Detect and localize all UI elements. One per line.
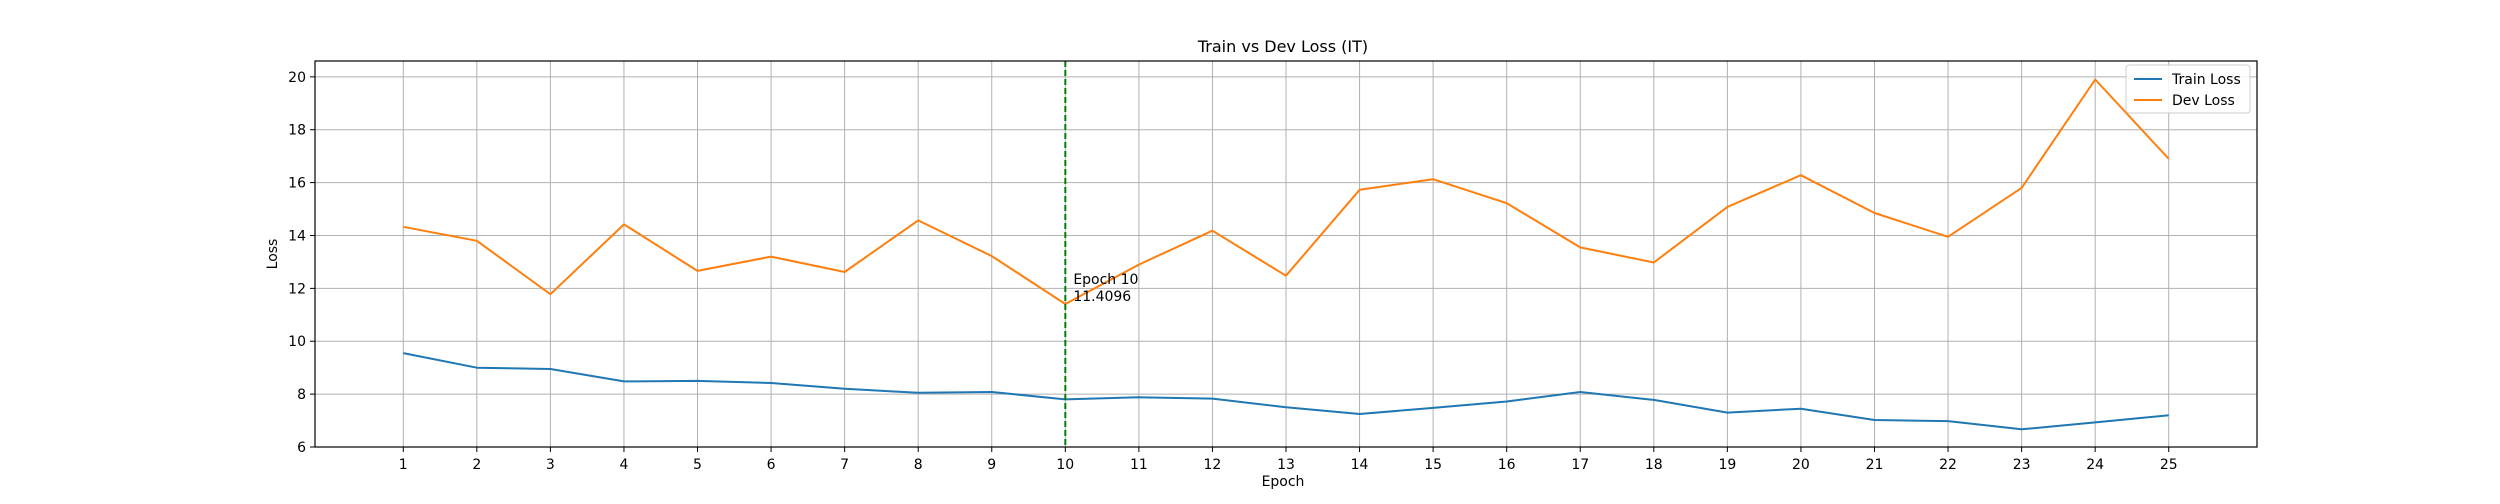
series-lines <box>403 78 2170 431</box>
x-tick-label: 21 <box>1866 457 1884 473</box>
series-line-dev-loss <box>403 78 2170 305</box>
legend-label-dev: Dev Loss <box>2172 93 2235 109</box>
axes <box>310 60 2258 452</box>
y-tick-label: 16 <box>288 176 306 192</box>
annotation-value-label: 11.4096 <box>1073 289 1131 305</box>
x-tick-label: 11 <box>1130 457 1148 473</box>
x-tick-label: 18 <box>1645 457 1663 473</box>
y-tick-label: 14 <box>288 228 306 244</box>
x-tick-label: 8 <box>914 457 923 473</box>
legend-label-train: Train Loss <box>2171 72 2241 88</box>
legend: Train Loss Dev Loss <box>2125 64 2251 114</box>
x-tick-label: 5 <box>693 457 702 473</box>
x-tick-label: 25 <box>2160 457 2178 473</box>
x-tick-label: 17 <box>1571 457 1589 473</box>
plot-frame <box>314 60 2258 448</box>
y-tick-label: 6 <box>297 440 306 456</box>
x-tick-label: 4 <box>619 457 628 473</box>
x-tick-label: 10 <box>1056 457 1074 473</box>
x-tick-label: 22 <box>1939 457 1957 473</box>
x-tick-label: 9 <box>987 457 996 473</box>
x-tick-label: 13 <box>1277 457 1295 473</box>
x-axis-label: Epoch <box>1262 474 1305 490</box>
y-tick-label: 8 <box>297 387 306 403</box>
x-tick-label: 1 <box>399 457 408 473</box>
x-tick-label: 12 <box>1204 457 1222 473</box>
y-tick-label: 18 <box>288 123 306 139</box>
x-tick-label: 6 <box>767 457 776 473</box>
grid-lines <box>315 61 2257 448</box>
y-tick-label: 12 <box>288 281 306 297</box>
y-tick-label: 10 <box>288 334 306 350</box>
series-line-train-loss <box>403 352 2169 431</box>
x-tick-label: 14 <box>1351 457 1369 473</box>
annotation: Epoch 10 11.4096 <box>1073 272 1138 305</box>
y-axis-label: Loss <box>265 239 281 270</box>
x-tick-label: 16 <box>1498 457 1516 473</box>
x-tick-label: 19 <box>1718 457 1736 473</box>
x-tick-label: 20 <box>1792 457 1810 473</box>
x-tick-label: 23 <box>2013 457 2031 473</box>
x-tick-label: 3 <box>546 457 555 473</box>
y-tick-label: 20 <box>288 70 306 86</box>
tick-labels: 1 2 3 4 5 6 7 8 9 10 11 12 13 14 15 16 17 18 19 20 21 22 23 24 2… <box>288 70 2177 473</box>
x-tick-label: 2 <box>472 457 481 473</box>
chart-title: Train vs Dev Loss (IT) <box>1197 37 1368 56</box>
x-tick-label: 24 <box>2086 457 2104 473</box>
x-tick-label: 7 <box>840 457 849 473</box>
annotation-epoch-label: Epoch 10 <box>1073 272 1138 288</box>
x-tick-label: 15 <box>1424 457 1442 473</box>
